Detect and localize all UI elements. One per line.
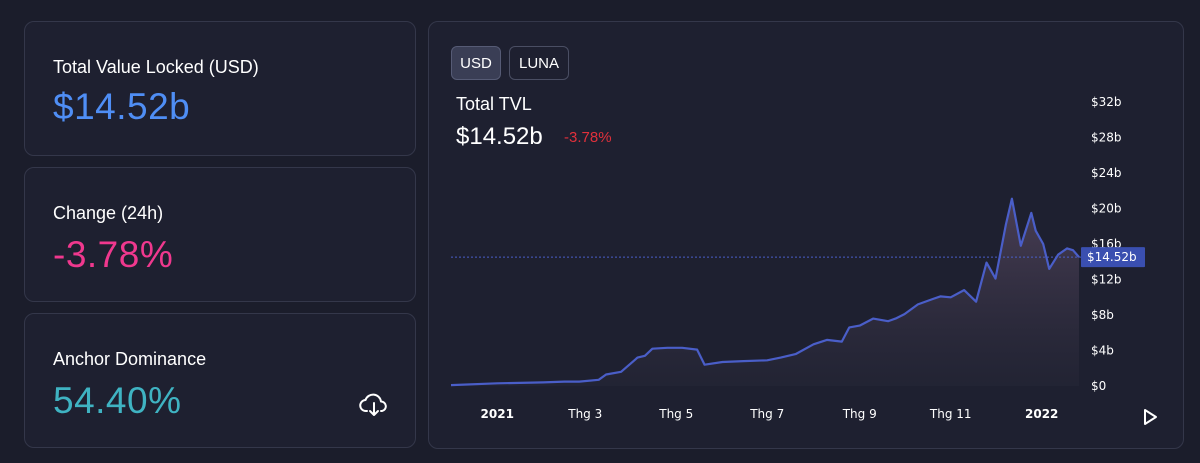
- y-tick-label: $8b: [1091, 308, 1114, 322]
- chart-change: -3.78%: [564, 129, 612, 146]
- tvl-line: [450, 197, 1080, 387]
- y-tick-label: $20b: [1091, 202, 1122, 216]
- play-icon[interactable]: [1142, 408, 1158, 426]
- dominance-label: Anchor Dominance: [53, 349, 207, 369]
- current-value-badge-label: $14.52b: [1087, 250, 1137, 264]
- x-tick-label: Thg 3: [567, 407, 602, 421]
- x-tick-label: 2022: [1025, 407, 1058, 421]
- chart-title: Total TVL: [456, 94, 532, 114]
- y-tick-label: $0: [1091, 379, 1106, 393]
- tvl-card: Total Value Locked (USD) $14.52b: [24, 21, 416, 156]
- change-card: Change (24h) -3.78%: [24, 167, 416, 302]
- tvl-chart: $0$4b$8b$12b$16b$20b$24b$28b$32b 2021 Thg…: [450, 95, 1145, 421]
- y-tick-label: $24b: [1091, 166, 1122, 180]
- change-value: -3.78%: [53, 234, 174, 275]
- dominance-value: 54.40%: [53, 380, 182, 421]
- x-tick-label: 2021: [481, 407, 514, 421]
- y-tick-label: $32b: [1091, 95, 1122, 109]
- x-tick-label: Thg 11: [929, 407, 972, 421]
- luna-toggle-button[interactable]: LUNA: [509, 46, 569, 80]
- tvl-value: $14.52b: [53, 86, 191, 127]
- x-tick-label: Thg 5: [658, 407, 693, 421]
- tvl-label: Total Value Locked (USD): [53, 57, 259, 77]
- usd-toggle-button[interactable]: USD: [451, 46, 501, 80]
- chart-card: $0 $4b $8b $12b $16b $20b $24b $28b $32b 2021 Thg…: [428, 21, 1184, 449]
- x-tick-label: Thg 9: [842, 407, 877, 421]
- dominance-card: Anchor Dominance 54.40%: [24, 313, 416, 448]
- y-tick-label: $4b: [1091, 344, 1114, 358]
- change-label: Change (24h): [53, 203, 164, 223]
- y-tick-label: $12b: [1091, 273, 1122, 287]
- tvl-area: [451, 198, 1079, 386]
- y-tick-label: $28b: [1091, 131, 1122, 145]
- cloud-download-icon[interactable]: [359, 392, 389, 418]
- chart-value: $14.52b: [456, 123, 543, 150]
- current-value-badge: [1081, 247, 1145, 268]
- x-tick-label: Thg 7: [749, 407, 784, 421]
